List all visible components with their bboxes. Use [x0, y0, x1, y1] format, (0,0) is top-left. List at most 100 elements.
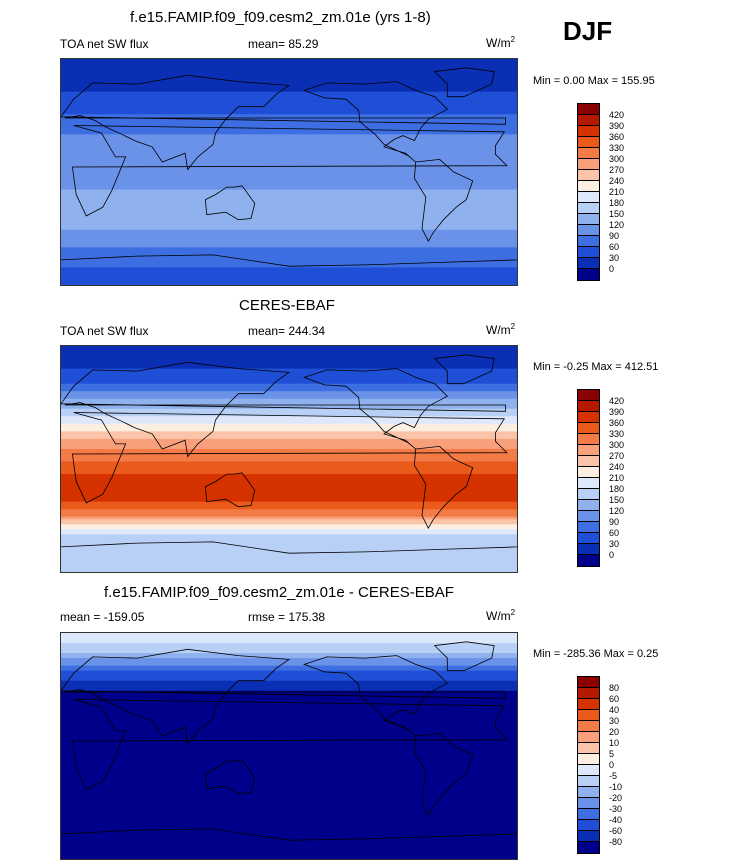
map-latitude-band — [61, 438, 517, 443]
map-latitude-band — [61, 821, 517, 825]
map-latitude-band — [61, 464, 517, 468]
coastline — [61, 74, 507, 171]
colorbar-segment — [578, 831, 599, 842]
coastline — [204, 759, 256, 795]
map-latitude-band — [61, 69, 517, 73]
map-latitude-band — [61, 788, 517, 792]
map-latitude-band — [61, 443, 517, 448]
coastline — [433, 641, 495, 672]
map-latitude-band — [61, 506, 517, 510]
colorbar-tick-label: -10 — [609, 782, 623, 792]
map-latitude-band — [61, 416, 517, 420]
map-latitude-band — [61, 708, 517, 712]
colorbar-tick-label: 180 — [609, 198, 625, 208]
map-latitude-band — [61, 703, 517, 707]
map-latitude-band — [61, 688, 517, 692]
map-latitude-band — [61, 136, 517, 140]
colorbar-tick-label: 60 — [609, 694, 620, 704]
panel-1-title: f.e15.FAMIP.f09_f09.cesm2_zm.01e (yrs 1-… — [130, 9, 431, 26]
map-latitude-band — [61, 373, 517, 377]
map-latitude-band — [61, 262, 517, 266]
map-latitude-band — [61, 237, 517, 241]
map-latitude-band — [61, 277, 517, 281]
map-latitude-band — [61, 638, 517, 642]
colorbar-segment — [578, 544, 599, 555]
map-latitude-band — [61, 139, 517, 143]
map-latitude-band — [61, 282, 517, 285]
colorbar-tick-label: 30 — [609, 253, 620, 263]
panel-2-map-svg — [61, 346, 517, 572]
map-latitude-band — [61, 279, 517, 284]
coastline — [61, 361, 507, 458]
map-latitude-band — [61, 710, 517, 714]
map-latitude-band — [61, 813, 517, 817]
map-latitude-band — [61, 59, 517, 63]
map-latitude-band — [61, 89, 517, 93]
panel-2-variable-label: TOA net SW flux — [60, 324, 149, 338]
panel-1-minmax: Min = 0.00 Max = 155.95 — [533, 75, 655, 87]
map-latitude-band — [61, 635, 517, 639]
map-latitude-band — [61, 192, 517, 196]
map-latitude-band — [61, 247, 517, 251]
map-latitude-band — [61, 526, 517, 530]
map-latitude-band — [61, 174, 517, 178]
map-latitude-band — [61, 846, 517, 850]
colorbar-tick-label: -40 — [609, 815, 623, 825]
map-latitude-band — [61, 496, 517, 500]
map-latitude-band — [61, 735, 517, 740]
map-latitude-band — [61, 94, 517, 98]
map-latitude-band — [61, 446, 517, 450]
map-latitude-band — [61, 643, 517, 647]
colorbar-tick-label: 80 — [609, 683, 620, 693]
map-latitude-band — [61, 476, 517, 480]
map-latitude-band — [61, 66, 517, 70]
colorbar-segment — [578, 710, 599, 721]
map-latitude-band — [61, 763, 517, 767]
map-latitude-band — [61, 448, 517, 453]
map-latitude-band — [61, 269, 517, 274]
map-latitude-band — [61, 733, 517, 737]
colorbar-tick-label: 210 — [609, 187, 625, 197]
panel-3-units: W/m2 — [486, 608, 516, 623]
map-latitude-band — [61, 202, 517, 206]
map-latitude-band — [61, 823, 517, 827]
map-latitude-band — [61, 259, 517, 263]
colorbar-segment — [578, 203, 599, 214]
colorbar-segment — [578, 820, 599, 831]
coastline — [302, 81, 448, 163]
map-latitude-band — [61, 766, 517, 770]
colorbar-segment — [578, 456, 599, 467]
map-latitude-band — [61, 129, 517, 133]
panel-2-title: CERES-EBAF — [239, 297, 335, 314]
map-latitude-band — [61, 831, 517, 835]
colorbar-segment — [578, 269, 599, 280]
map-latitude-band — [61, 229, 517, 233]
panel-3-colorbar — [577, 676, 600, 854]
map-latitude-band — [61, 856, 517, 859]
colorbar-tick-label: 30 — [609, 539, 620, 549]
map-latitude-band — [61, 242, 517, 246]
colorbar-segment — [578, 423, 599, 434]
colorbar-tick-label: 180 — [609, 484, 625, 494]
map-latitude-band — [61, 633, 517, 637]
map-latitude-band — [61, 368, 517, 372]
map-latitude-band — [61, 466, 517, 470]
map-latitude-band — [61, 680, 517, 684]
panel-1-map-svg — [61, 59, 517, 285]
map-latitude-band — [61, 274, 517, 279]
colorbar-segment — [578, 511, 599, 522]
coastline — [71, 125, 508, 217]
map-latitude-band — [61, 383, 517, 387]
map-latitude-band — [61, 423, 517, 427]
map-latitude-band — [61, 212, 517, 216]
map-latitude-band — [61, 172, 517, 176]
colorbar-segment — [578, 478, 599, 489]
map-latitude-band — [61, 675, 517, 679]
map-latitude-band — [61, 504, 517, 508]
map-latitude-band — [61, 519, 517, 523]
coastline — [204, 185, 256, 221]
map-latitude-band — [61, 801, 517, 805]
map-latitude-band — [61, 436, 517, 440]
coastline — [61, 828, 517, 841]
colorbar-tick-label: 270 — [609, 451, 625, 461]
